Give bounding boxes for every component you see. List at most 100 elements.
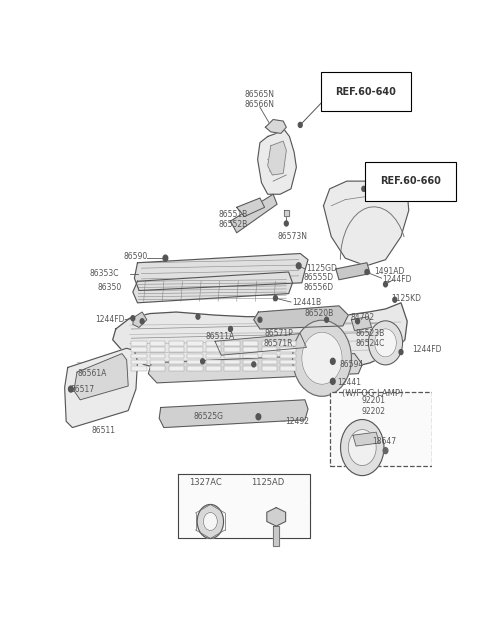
Polygon shape xyxy=(351,316,372,331)
Text: 1125AD: 1125AD xyxy=(251,479,284,487)
Text: 1491AD: 1491AD xyxy=(375,266,405,276)
Text: 1244FD: 1244FD xyxy=(412,344,441,354)
Text: 86551B
86552B: 86551B 86552B xyxy=(218,210,248,230)
Circle shape xyxy=(252,362,256,367)
Bar xyxy=(206,354,221,358)
Circle shape xyxy=(296,263,301,269)
Bar xyxy=(224,348,240,352)
Bar xyxy=(330,392,432,466)
Bar xyxy=(280,366,296,371)
Circle shape xyxy=(340,419,384,475)
Text: 86523B
86524C: 86523B 86524C xyxy=(355,328,384,348)
Bar xyxy=(132,348,147,352)
Text: 92201
92202: 92201 92202 xyxy=(361,396,385,416)
Polygon shape xyxy=(134,253,308,291)
Circle shape xyxy=(69,386,73,392)
Bar xyxy=(150,354,166,358)
Bar xyxy=(168,354,184,358)
Text: 86517: 86517 xyxy=(71,384,95,394)
Bar xyxy=(224,366,240,371)
Text: 18647: 18647 xyxy=(372,437,396,446)
Circle shape xyxy=(393,297,397,302)
Text: 86573N: 86573N xyxy=(277,232,308,241)
Text: 86561A: 86561A xyxy=(77,369,107,378)
Bar xyxy=(262,366,277,371)
Text: 12441: 12441 xyxy=(337,378,361,388)
Bar xyxy=(262,354,277,358)
Bar xyxy=(224,354,240,358)
Polygon shape xyxy=(268,141,286,175)
Bar xyxy=(243,366,258,371)
Polygon shape xyxy=(133,312,147,328)
Bar xyxy=(150,360,166,364)
Text: REF.60-640: REF.60-640 xyxy=(335,87,396,97)
Circle shape xyxy=(256,414,261,420)
Bar xyxy=(243,360,258,364)
Circle shape xyxy=(298,122,302,127)
Bar xyxy=(224,360,240,364)
Polygon shape xyxy=(265,120,286,134)
Bar xyxy=(262,341,277,346)
Text: (W/FOG LAMP): (W/FOG LAMP) xyxy=(342,389,404,398)
Bar xyxy=(224,341,240,346)
Polygon shape xyxy=(215,334,306,355)
Bar xyxy=(132,354,147,358)
Circle shape xyxy=(330,358,335,364)
Circle shape xyxy=(324,317,328,322)
Bar xyxy=(262,348,277,352)
Polygon shape xyxy=(159,400,308,427)
Circle shape xyxy=(365,270,369,275)
Circle shape xyxy=(201,359,204,364)
Text: 86525G: 86525G xyxy=(194,412,224,421)
Circle shape xyxy=(284,221,288,226)
Bar xyxy=(150,348,166,352)
Text: 1125GD: 1125GD xyxy=(306,265,337,273)
Circle shape xyxy=(348,429,376,466)
Bar xyxy=(168,348,184,352)
Bar xyxy=(168,366,184,371)
Polygon shape xyxy=(133,272,292,303)
Bar xyxy=(243,354,258,358)
Bar xyxy=(187,360,203,364)
Polygon shape xyxy=(178,474,310,539)
Circle shape xyxy=(131,316,135,321)
Circle shape xyxy=(258,317,262,322)
Bar xyxy=(187,366,203,371)
Text: 86520B: 86520B xyxy=(304,309,334,318)
Text: 12441B: 12441B xyxy=(292,298,322,306)
Polygon shape xyxy=(113,303,407,377)
Bar xyxy=(280,341,296,346)
Circle shape xyxy=(399,349,403,354)
Text: 84702: 84702 xyxy=(350,313,374,322)
Bar xyxy=(280,348,296,352)
Text: 86571P
86571R: 86571P 86571R xyxy=(264,328,293,348)
Circle shape xyxy=(356,319,360,324)
Circle shape xyxy=(228,326,232,331)
Polygon shape xyxy=(148,354,362,383)
Circle shape xyxy=(302,332,342,384)
Circle shape xyxy=(292,320,351,396)
Bar xyxy=(150,366,166,371)
Text: 86555D
86556D: 86555D 86556D xyxy=(304,273,334,293)
Polygon shape xyxy=(336,263,370,280)
Bar xyxy=(280,360,296,364)
Bar xyxy=(206,341,221,346)
Polygon shape xyxy=(324,181,409,266)
Circle shape xyxy=(163,255,168,261)
Polygon shape xyxy=(353,432,379,446)
Bar xyxy=(150,341,166,346)
Text: 86350: 86350 xyxy=(98,283,122,292)
Polygon shape xyxy=(258,130,296,194)
Polygon shape xyxy=(65,348,137,427)
Circle shape xyxy=(383,447,388,454)
Bar xyxy=(187,348,203,352)
Bar xyxy=(132,341,147,346)
Bar xyxy=(243,348,258,352)
Circle shape xyxy=(384,282,387,287)
Bar xyxy=(243,341,258,346)
Bar xyxy=(168,341,184,346)
Bar xyxy=(262,360,277,364)
Bar xyxy=(280,354,296,358)
Polygon shape xyxy=(267,507,286,526)
Circle shape xyxy=(196,314,200,319)
